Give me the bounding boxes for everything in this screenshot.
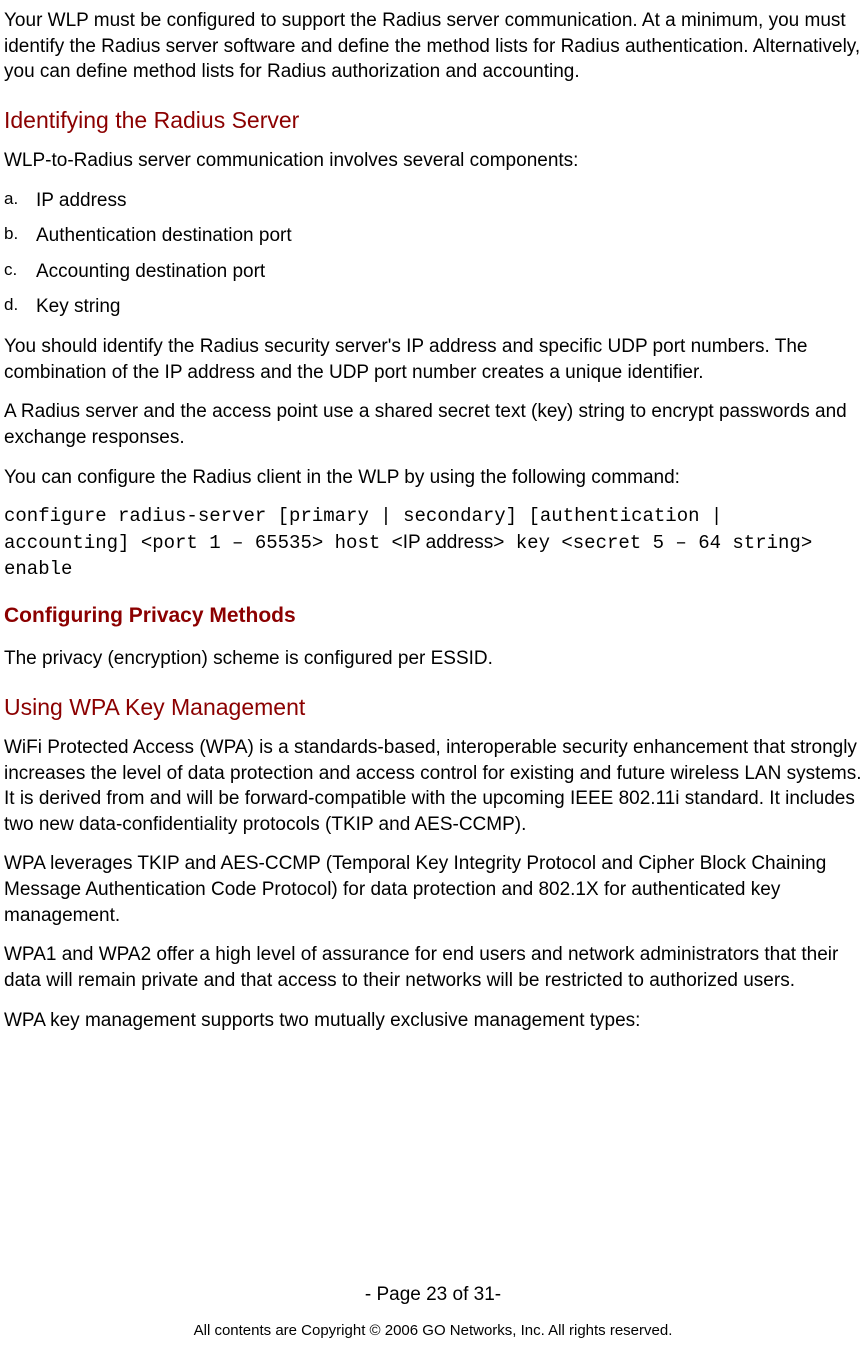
list-item: d. Key string bbox=[4, 294, 862, 320]
command-line-2: accounting] <port 1 – 65535> host <IP ad… bbox=[4, 530, 862, 582]
command-block: configure radius-server [primary | secon… bbox=[4, 504, 862, 582]
paragraph-wpa-assurance: WPA1 and WPA2 offer a high level of assu… bbox=[4, 942, 862, 993]
list-item: c. Accounting destination port bbox=[4, 259, 862, 285]
list-marker: d. bbox=[4, 294, 36, 320]
paragraph-wpa-tkip: WPA leverages TKIP and AES-CCMP (Tempora… bbox=[4, 851, 862, 928]
list-item: a. IP address bbox=[4, 188, 862, 214]
heading-wpa-key: Using WPA Key Management bbox=[4, 694, 862, 721]
page-footer: - Page 23 of 31- All contents are Copyri… bbox=[0, 1284, 866, 1339]
heading-configuring-privacy: Configuring Privacy Methods bbox=[4, 604, 862, 628]
list-text: Authentication destination port bbox=[36, 223, 292, 249]
list-text: Accounting destination port bbox=[36, 259, 265, 285]
list-marker: b. bbox=[4, 223, 36, 249]
paragraph-privacy: The privacy (encryption) scheme is confi… bbox=[4, 646, 862, 672]
paragraph-wpa-intro: WiFi Protected Access (WPA) is a standar… bbox=[4, 735, 862, 838]
list-marker: a. bbox=[4, 188, 36, 214]
list-text: Key string bbox=[36, 294, 120, 320]
heading-identifying-radius: Identifying the Radius Server bbox=[4, 107, 862, 134]
paragraph-wpa-types: WPA key management supports two mutually… bbox=[4, 1008, 862, 1034]
intro-paragraph: Your WLP must be configured to support t… bbox=[4, 8, 862, 85]
list-marker: c. bbox=[4, 259, 36, 285]
paragraph-shared-secret: A Radius server and the access point use… bbox=[4, 399, 862, 450]
paragraph-components: WLP-to-Radius server communication invol… bbox=[4, 148, 862, 174]
page-number: - Page 23 of 31- bbox=[0, 1284, 866, 1306]
copyright: All contents are Copyright © 2006 GO Net… bbox=[0, 1322, 866, 1339]
paragraph-identify: You should identify the Radius security … bbox=[4, 334, 862, 385]
list-item: b. Authentication destination port bbox=[4, 223, 862, 249]
command-line-1: configure radius-server [primary | secon… bbox=[4, 504, 862, 530]
paragraph-configure-cmd: You can configure the Radius client in t… bbox=[4, 465, 862, 491]
component-list: a. IP address b. Authentication destinat… bbox=[4, 188, 862, 321]
list-text: IP address bbox=[36, 188, 126, 214]
